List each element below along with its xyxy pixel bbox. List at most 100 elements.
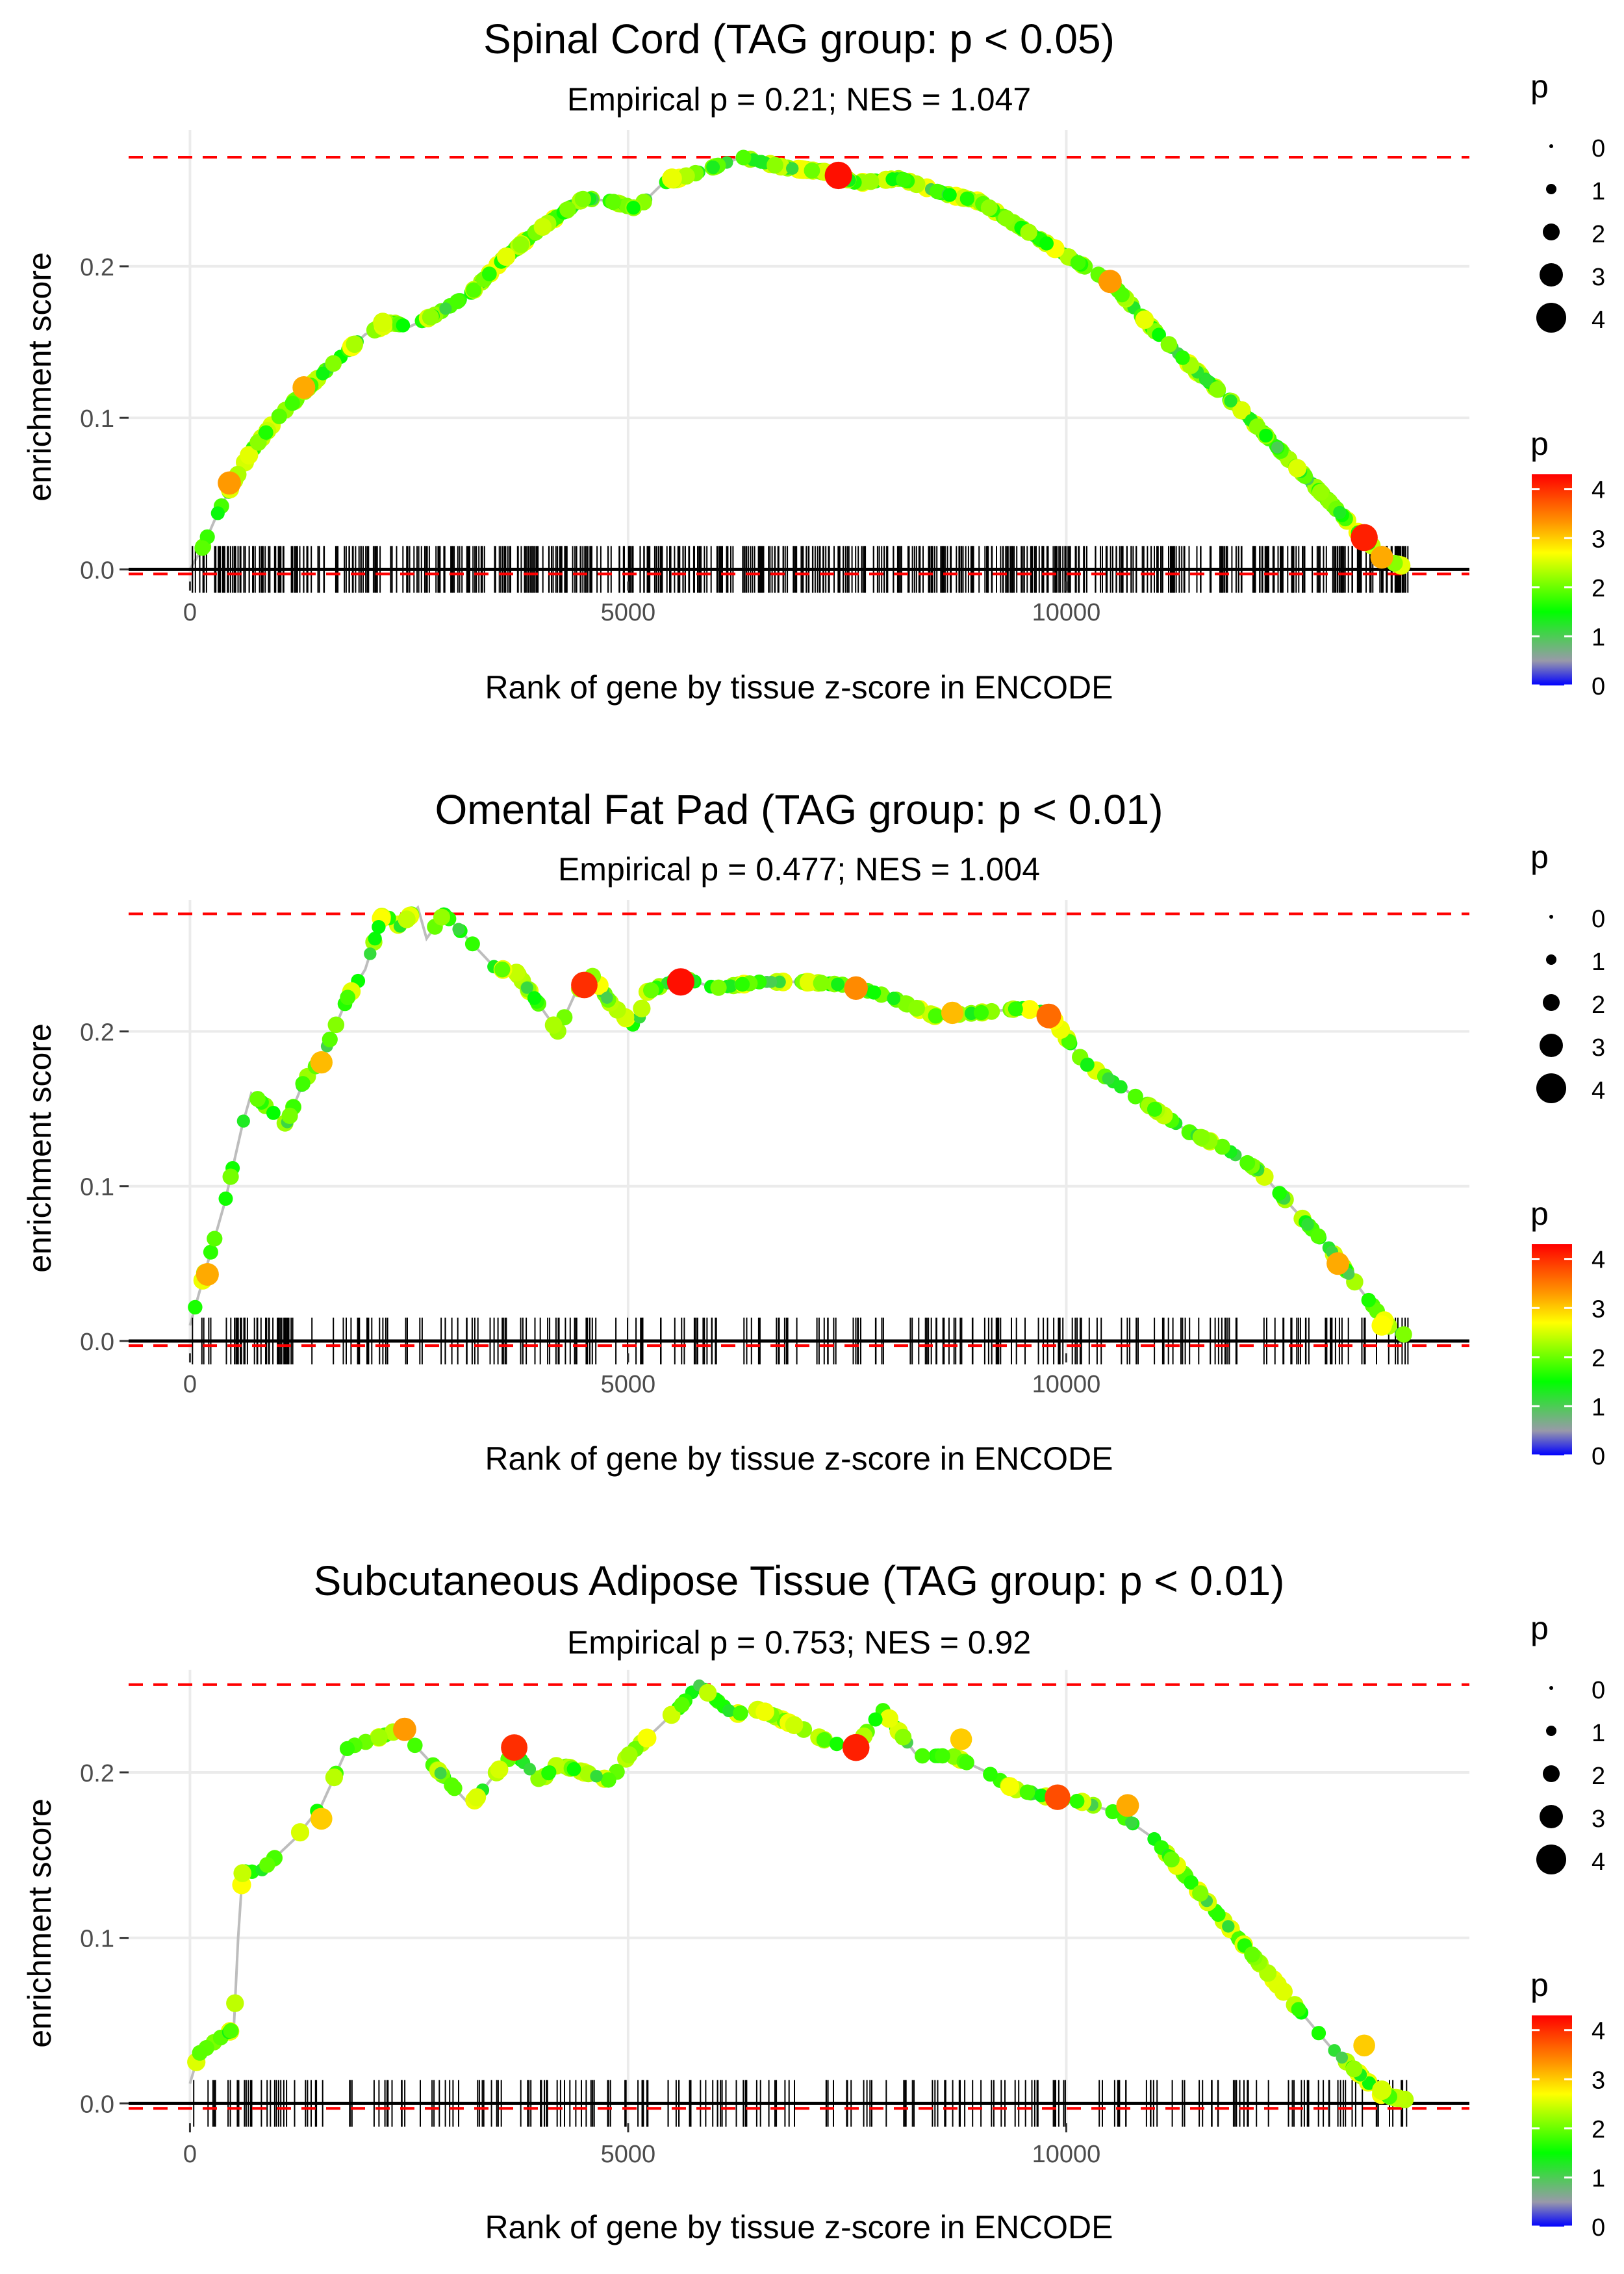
- gene-point: [1039, 236, 1054, 251]
- gene-point: [735, 977, 750, 992]
- gene-point: [316, 366, 330, 381]
- highlight-point: [311, 1808, 333, 1830]
- gene-point: [643, 982, 659, 999]
- gene-point: [325, 1769, 343, 1787]
- gene-point: [434, 1767, 447, 1780]
- gene-point: [1152, 327, 1166, 342]
- gene-point: [285, 396, 300, 411]
- x-axis-label: Rank of gene by tissue z-score in ENCODE: [485, 1440, 1113, 1477]
- gene-point: [600, 1772, 616, 1788]
- x-axis-label: Rank of gene by tissue z-score in ENCODE: [485, 2209, 1113, 2245]
- size-legend-label: 1: [1592, 1720, 1605, 1747]
- gene-point: [1259, 428, 1273, 443]
- gene-point: [527, 991, 542, 1005]
- gene-point: [880, 1709, 898, 1728]
- highlight-point: [842, 1733, 870, 1761]
- gene-point: [1244, 1946, 1260, 1963]
- gene-point: [398, 910, 416, 928]
- gene-point: [868, 1712, 883, 1727]
- gene-point: [372, 920, 386, 934]
- size-legend-key: [1540, 1034, 1563, 1057]
- gene-point: [1008, 1001, 1023, 1017]
- y-tick-label: 0.1: [80, 405, 114, 433]
- gene-points: [187, 1679, 1414, 2108]
- gene-point: [885, 172, 900, 186]
- size-legend-key: [1540, 263, 1563, 287]
- x-axis-label: Rank of gene by tissue z-score in ENCODE: [485, 669, 1113, 706]
- gene-point: [1345, 2060, 1363, 2078]
- gene-point: [706, 160, 720, 174]
- colorbar-label: 0: [1592, 2214, 1605, 2242]
- gene-point: [1222, 1920, 1235, 1933]
- gene-point: [896, 172, 911, 188]
- size-legend-label: 1: [1592, 949, 1605, 976]
- gene-point: [1175, 350, 1190, 365]
- gene-point: [1135, 310, 1154, 329]
- gene-point: [203, 1244, 218, 1260]
- enrichment-curve: [188, 155, 1413, 571]
- panel-subcutaneous-adipose: Subcutaneous Adipose Tissue (TAG group: …: [21, 1557, 1469, 2245]
- gene-point: [1310, 1228, 1326, 1244]
- highlight-point: [1098, 270, 1122, 294]
- y-tick-label: 0.1: [80, 1174, 114, 1201]
- gene-point: [724, 979, 738, 993]
- gene-point: [452, 923, 465, 936]
- gene-point: [339, 1741, 355, 1756]
- gene-point: [1239, 1155, 1256, 1171]
- size-legend-key: [1549, 1686, 1553, 1690]
- highlight-point: [662, 168, 682, 188]
- gene-point: [466, 282, 482, 298]
- x-tick-label: 5000: [601, 2141, 656, 2168]
- gene-point: [935, 1748, 950, 1764]
- gene-point: [1336, 2051, 1349, 2064]
- y-tick-label: 0.1: [80, 1926, 114, 1953]
- panel-spinal-cord: Spinal Cord (TAG group: p < 0.05) Empiri…: [21, 16, 1469, 706]
- gene-point: [786, 162, 799, 175]
- gene-point: [1034, 1788, 1048, 1802]
- gene-point: [867, 985, 882, 1000]
- size-legend-key: [1546, 1726, 1556, 1736]
- highlight-point: [1116, 1794, 1139, 1817]
- colorbar-label: 1: [1592, 1394, 1605, 1421]
- gene-point: [1000, 1777, 1020, 1796]
- gene-point: [830, 1737, 844, 1752]
- highlight-point: [1372, 2080, 1392, 2101]
- gene-point: [433, 908, 450, 926]
- gene-point: [601, 991, 613, 1004]
- gene-point: [240, 446, 259, 465]
- gene-point: [494, 962, 511, 978]
- gene-point: [340, 990, 356, 1006]
- gene-point: [785, 1716, 804, 1735]
- highlight-point: [393, 1717, 416, 1741]
- gene-point: [259, 425, 273, 440]
- gene-point: [928, 1008, 944, 1024]
- size-legend-label: 2: [1592, 1763, 1605, 1790]
- y-tick-label: 0.0: [80, 2091, 114, 2118]
- color-legend-title: p: [1530, 426, 1549, 462]
- gene-point: [908, 999, 925, 1017]
- size-legend: p 0 1 2 3 4: [1530, 68, 1605, 334]
- gene-point: [1333, 505, 1347, 519]
- gene-point: [973, 1004, 989, 1021]
- highlight-point: [1045, 1784, 1071, 1810]
- y-axis-label: enrichment score: [21, 252, 58, 502]
- gene-point: [281, 1107, 298, 1124]
- gene-point: [1160, 336, 1178, 353]
- highlight-point: [1353, 2034, 1375, 2057]
- gene-point: [188, 1299, 203, 1315]
- colorbar-label: 2: [1592, 1345, 1605, 1372]
- gene-point: [450, 294, 465, 309]
- gene-point: [533, 218, 552, 236]
- highlight-point: [310, 1051, 333, 1074]
- colorbar-label: 3: [1592, 2067, 1605, 2094]
- size-legend-label: 2: [1592, 221, 1605, 248]
- gene-point: [249, 1091, 266, 1107]
- gene-point: [1224, 394, 1237, 408]
- colorbar-label: 2: [1592, 2116, 1605, 2143]
- gene-point: [605, 194, 622, 211]
- gene-point: [266, 1106, 281, 1120]
- highlight-point: [844, 976, 868, 1001]
- highlight-point: [571, 971, 598, 999]
- gene-points: [194, 149, 1411, 575]
- chart-subtitle: Empirical p = 0.21; NES = 1.047: [567, 81, 1031, 118]
